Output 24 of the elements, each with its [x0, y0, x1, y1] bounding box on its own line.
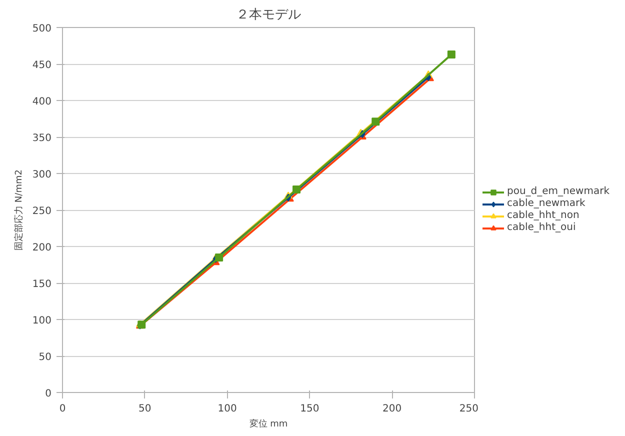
x-tick-label: 150	[300, 404, 320, 414]
chart-title: ２本モデル	[236, 8, 301, 22]
legend-label: cable_newmark	[507, 198, 586, 210]
y-tick-label: 300	[32, 170, 52, 180]
y-tick-label: 500	[32, 24, 52, 34]
y-tick-label: 450	[32, 60, 52, 71]
y-tick-label: 200	[32, 242, 52, 254]
x-tick-label: 200	[382, 404, 402, 414]
legend-label: cable_hht_oui	[507, 222, 576, 234]
legend-label: cable_hht_non	[507, 210, 580, 222]
x-tick-label: 0	[59, 404, 66, 414]
y-tick-label: 250	[32, 206, 52, 217]
y-tick-label: 100	[32, 316, 52, 326]
y-tick-label: 350	[32, 133, 52, 144]
y-tick-label: 400	[32, 96, 52, 108]
y-axis-title: 固定部応力 N/mm2	[13, 170, 24, 250]
legend-label: pou_d_em_newmark	[507, 186, 610, 198]
x-tick-label: 250	[459, 404, 479, 414]
y-tick-label: 0	[45, 388, 52, 400]
y-tick-label: 50	[38, 352, 52, 363]
x-axis-title: 変位 mm	[249, 418, 288, 430]
y-tick-label: 150	[32, 279, 52, 290]
x-tick-label: 100	[218, 404, 237, 414]
x-tick-label: 50	[138, 404, 152, 414]
